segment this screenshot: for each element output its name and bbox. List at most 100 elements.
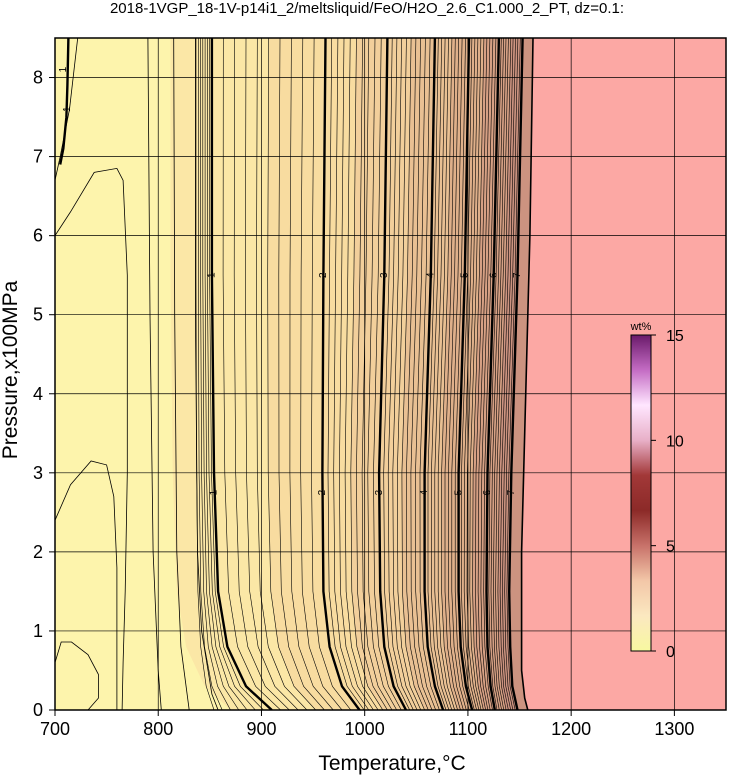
major-contour-1	[210, 38, 273, 710]
major-contours	[59, 38, 534, 710]
minor-contour	[339, 38, 374, 710]
minor-contour	[492, 38, 507, 710]
y-tick-label: 7	[33, 147, 43, 167]
minor-contour	[200, 38, 231, 710]
major-contour-1	[59, 38, 70, 165]
minor-contour	[483, 38, 497, 710]
minor-contour	[441, 38, 458, 710]
x-axis-label: Temperature,°C	[318, 752, 465, 775]
contour-label: 5	[453, 489, 464, 495]
contour-label: 5	[459, 272, 470, 278]
y-tick-label: 2	[33, 542, 43, 562]
minor-contour	[333, 38, 370, 710]
minor-contour	[488, 38, 502, 710]
major-contour-3	[377, 38, 408, 710]
colorbar-ticks: 0 5 10 15	[651, 328, 684, 661]
chart-title: 2018-1VGP_18-1V-p14i1_2/meltsliquid/FeO/…	[110, 0, 624, 17]
y-tick-label: 0	[33, 700, 43, 720]
contour-label: 2	[318, 272, 329, 278]
x-tick-label: 1000	[345, 719, 385, 739]
minor-contour	[222, 38, 281, 710]
shade-band	[350, 38, 425, 710]
colorbar: wt% 0 5 10 15	[630, 321, 684, 661]
minor-contour	[233, 38, 290, 710]
minor-contour	[466, 38, 480, 710]
minor-contour	[504, 38, 519, 710]
contour-label: 7	[506, 489, 517, 495]
y-tick-label: 1	[33, 621, 43, 641]
minor-contour	[502, 38, 516, 710]
minor-contour	[327, 38, 365, 710]
y-axis-ticks: 0 1 2 3 4 5 6 7 8	[33, 68, 55, 720]
minor-contour	[209, 38, 264, 710]
y-tick-label: 4	[33, 384, 43, 404]
minor-contour	[356, 38, 388, 710]
minor-contour	[477, 38, 491, 710]
band-shading	[170, 38, 538, 710]
x-tick-label: 900	[246, 719, 276, 739]
contour-label: 1	[58, 66, 69, 72]
contour-label: 6	[482, 489, 493, 495]
plot-area: 1 1 1 2 3 4 5 6 7 1 2 3 4 5 6 7	[55, 38, 726, 710]
minor-contour	[495, 38, 509, 710]
minor-contour	[392, 38, 418, 710]
minor-contour	[434, 38, 453, 710]
minor-contour	[202, 38, 240, 710]
minor-contour	[350, 38, 384, 710]
contour-label: 4	[419, 489, 430, 495]
near-zero-contour	[55, 460, 118, 710]
contour-label: 4	[425, 272, 436, 278]
x-tick-label: 1100	[449, 719, 488, 739]
x-tick-label: 800	[143, 719, 173, 739]
grid	[55, 38, 726, 710]
minor-contour	[396, 38, 422, 710]
minor-contour	[198, 38, 223, 710]
minor-contour	[451, 38, 467, 710]
contour-label: 1	[62, 106, 73, 112]
minor-contour	[401, 38, 425, 710]
plot-frame	[54, 37, 727, 711]
minor-contour	[444, 38, 461, 710]
minor-contour	[490, 38, 504, 710]
minor-contour	[344, 38, 379, 710]
minor-contour	[195, 38, 215, 710]
minor-contour	[475, 38, 488, 710]
minor-contour	[448, 38, 464, 710]
contour-label: 2	[317, 489, 328, 495]
minor-contour	[472, 38, 485, 710]
y-tick-label: 8	[33, 68, 43, 88]
y-tick-label: 6	[33, 226, 43, 246]
shade-band	[267, 38, 383, 710]
minor-contour	[361, 38, 393, 710]
minor-contour	[207, 38, 256, 710]
minor-contour	[245, 38, 299, 710]
minor-contour	[454, 38, 470, 710]
contour-label: 1	[207, 272, 218, 278]
near-zero-contour	[55, 167, 128, 710]
minor-contour	[410, 38, 433, 710]
minor-contour	[427, 38, 447, 710]
colorbar-tick-label: 0	[666, 644, 675, 661]
minor-contour	[278, 38, 325, 710]
minor-contour	[463, 38, 477, 710]
minor-contour	[267, 38, 316, 710]
colorbar-tick-label: 15	[666, 328, 684, 345]
major-contour-2	[321, 38, 361, 710]
major-contour-5	[457, 38, 474, 710]
minor-contour	[204, 38, 248, 710]
minor-contour	[289, 38, 334, 710]
y-tick-label: 5	[33, 305, 43, 325]
colorbar-scale	[630, 334, 652, 652]
shade-band	[170, 38, 316, 710]
minor-contour	[311, 38, 352, 710]
x-tick-label: 1200	[551, 719, 591, 739]
minor-contour	[300, 38, 343, 710]
colorbar-unit: wt%	[630, 321, 652, 333]
minor-contour	[387, 38, 414, 710]
minor-contour	[497, 38, 512, 710]
contour-labels: 1 1 1 2 3 4 5 6 7 1 2 3 4 5 6 7	[58, 66, 523, 495]
minor-contour	[499, 38, 514, 710]
contour-label: 7	[512, 272, 523, 278]
near-zero-contour	[55, 641, 99, 710]
